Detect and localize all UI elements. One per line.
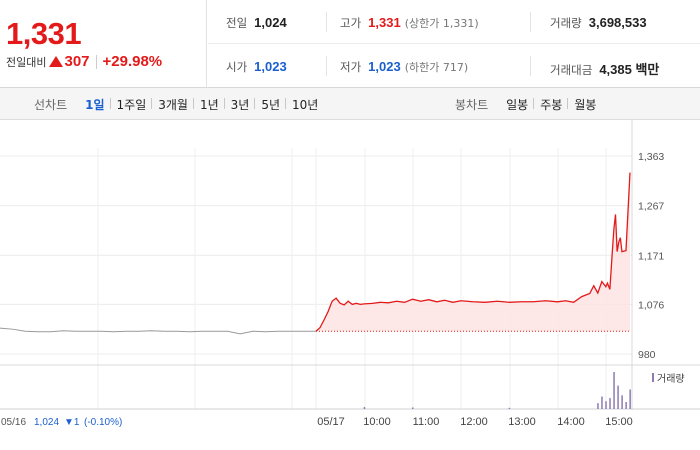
change-value: 307 [64,53,90,70]
change-percent: +29.98% [102,53,163,70]
price-line [315,172,631,332]
volume-bar [621,395,623,409]
tab-1y[interactable]: 1년 [192,96,225,113]
volume-legend-label: 거래량 [657,373,685,385]
volume-bar [625,401,627,409]
x-tick-label: 13:00 [508,416,536,428]
chart-period-tabbar: 선차트 1일 1주일 3개월 1년 3년 5년 10년 봉차트 일봉 주봉 월봉 [0,88,700,120]
stat-open: 시가 1,023 [226,59,287,75]
price-area-fill [316,172,630,332]
volume-bar [629,389,631,409]
stat-divider [326,12,327,32]
prev-day-change-pct: (-0.10%) [84,417,122,428]
stat-divider [530,56,531,76]
y-tick-label: 1,363 [638,151,664,163]
tab-10y[interactable]: 10년 [285,96,324,113]
stat-prev-close: 전일 1,024 [226,15,287,31]
volume-bar [605,401,607,409]
stat-value: 1,024 [254,15,287,30]
x-axis: 05/17 10:00 11:00 12:00 13:00 14:00 15:00 [317,416,633,428]
stat-trade-amount: 거래대금 4,385 백만 [550,59,659,78]
prev-day-series [0,327,316,335]
prev-day-info: 05/16 1,024 ▼1 (-0.10%) [1,417,122,428]
volume-bar [412,407,414,409]
volume-bar [597,403,599,409]
prev-day-close: 1,024 [34,417,59,428]
candle-chart-tabs: 봉차트 일봉 주봉 월봉 [455,88,602,120]
stat-divider [326,56,327,76]
volume-bar [617,385,619,409]
prev-day-line [0,327,316,335]
y-tick-label: 1,171 [638,250,664,262]
x-tick-label: 15:00 [605,416,633,428]
tab-daily-candle[interactable]: 일봉 [506,97,529,112]
stat-label: 저가 [340,60,362,74]
stat-low: 저가 1,023 (하한가 717) [340,59,468,75]
line-chart-title: 선차트 [34,97,68,112]
quote-panel: 1,331 전일대비 307 +29.98% 전일 1,024 고가 1,331… [0,0,700,88]
price-change-row: 전일대비 307 +29.98% [6,53,162,70]
lower-limit-note: (하한가 717) [404,61,469,74]
change-label: 전일대비 [6,55,47,69]
x-tick-label: 05/17 [317,416,345,428]
stat-value: 1,023 [254,59,287,74]
tab-monthly-candle[interactable]: 월봉 [567,96,602,113]
x-tick-label: 14:00 [557,416,585,428]
volume-panel: 거래량 [363,371,685,409]
x-tick-label: 11:00 [413,416,440,428]
tab-5y[interactable]: 5년 [254,96,286,113]
y-axis: 1,363 1,267 1,171 1,076 980 [638,151,664,361]
stat-value: 1,331 [368,15,401,30]
stat-value: 1,023 [368,59,401,74]
tab-3y[interactable]: 3년 [223,96,256,113]
stat-high: 고가 1,331 (상한가 1,331) [340,15,479,31]
prev-day-change: ▼1 [64,417,80,428]
volume-legend-swatch [652,373,654,382]
stat-volume: 거래량 3,698,533 [550,15,647,31]
volume-bar [613,371,615,409]
x-tick-label: 10:00 [363,416,391,428]
volume-bar [363,407,366,409]
price-stats: 전일 1,024 고가 1,331 (상한가 1,331) 거래량 3,698,… [208,0,700,88]
y-tick-label: 1,076 [638,299,664,311]
volume-bar [508,407,511,409]
line-chart-tabs: 선차트 1일 1주일 3개월 1년 3년 5년 10년 [34,88,324,120]
up-arrow-icon [49,56,64,67]
tab-3m[interactable]: 3개월 [151,96,194,113]
stat-label: 거래량 [550,16,582,30]
stat-label: 거래대금 [550,63,593,77]
today-series [315,172,631,332]
change-divider [95,54,97,69]
stat-value: 3,698,533 [588,15,647,30]
volume-bar [601,396,603,409]
candle-chart-title: 봉차트 [455,97,489,112]
x-tick-label: 12:00 [460,416,488,428]
y-tick-label: 980 [638,349,656,361]
volume-bar [609,398,611,409]
prev-day-date: 05/16 [1,417,26,428]
intraday-price-chart: 1,363 1,267 1,171 1,076 980 거래량 05/17 10:00 11… [0,120,700,428]
stats-row-1: 전일 1,024 고가 1,331 (상한가 1,331) 거래량 3,698,… [208,0,700,44]
tab-1w[interactable]: 1주일 [109,96,153,113]
tab-1d[interactable]: 1일 [85,97,105,112]
stat-label: 시가 [226,60,248,74]
y-tick-label: 1,267 [638,201,664,213]
upper-limit-note: (상한가 1,331) [404,17,479,30]
tab-weekly-candle[interactable]: 주봉 [533,96,568,113]
stat-label: 전일 [226,16,248,30]
stat-label: 고가 [340,16,362,30]
chart-grid [0,120,700,410]
stat-divider [530,12,531,32]
stats-row-2: 시가 1,023 저가 1,023 (하한가 717) 거래대금 4,385 백… [208,44,700,88]
stat-value: 4,385 백만 [599,62,660,77]
current-price-box: 1,331 전일대비 307 +29.98% [0,0,207,88]
current-price: 1,331 [6,16,82,51]
